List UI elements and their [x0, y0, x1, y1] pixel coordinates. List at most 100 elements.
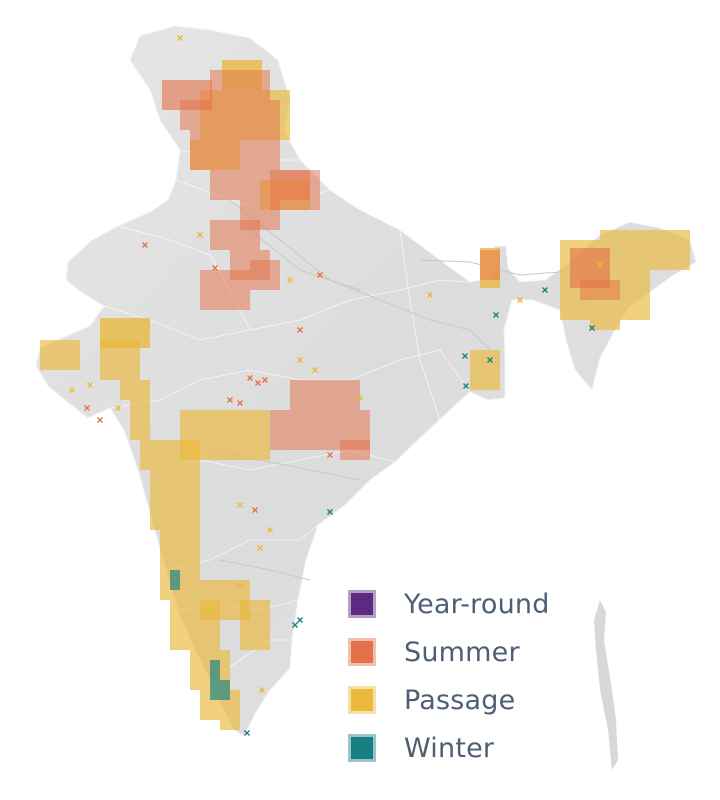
grid-cell	[600, 230, 610, 240]
grid-cell	[250, 80, 260, 90]
grid-cell	[200, 280, 210, 290]
grid-cell	[190, 610, 200, 620]
grid-cell	[190, 480, 200, 490]
grid-cell	[270, 280, 280, 290]
grid-cell	[350, 390, 360, 400]
grid-cell	[230, 120, 240, 130]
grid-cell	[230, 720, 240, 730]
grid-cell	[240, 640, 250, 650]
grid-cell	[610, 290, 620, 300]
record-x-icon	[247, 375, 253, 381]
grid-cell	[200, 450, 210, 460]
grid-cell	[680, 230, 690, 240]
grid-cell	[240, 580, 250, 590]
grid-cell	[640, 280, 650, 290]
record-x-icon	[267, 527, 273, 533]
grid-cell	[220, 440, 230, 450]
grid-cell	[202, 80, 212, 90]
grid-cell	[350, 380, 360, 390]
grid-cell	[240, 620, 250, 630]
grid-cell	[160, 560, 170, 570]
grid-cell	[200, 160, 210, 170]
grid-cell	[260, 280, 270, 290]
grid-cell	[260, 90, 270, 100]
grid-cell	[220, 610, 230, 620]
grid-cell	[220, 660, 230, 670]
grid-cell	[200, 130, 210, 140]
grid-cell	[260, 250, 270, 260]
grid-cell	[350, 400, 360, 410]
grid-cell	[180, 430, 190, 440]
grid-cell	[220, 90, 230, 100]
grid-cell	[170, 570, 180, 580]
grid-cell	[610, 320, 620, 330]
grid-cell	[290, 380, 300, 390]
legend-item-year-round: Year-round	[348, 580, 608, 628]
grid-cell	[280, 440, 290, 450]
grid-cell	[270, 90, 280, 100]
grid-cell	[230, 160, 240, 170]
grid-cell	[110, 360, 120, 370]
grid-cell	[190, 150, 200, 160]
record-x-icon	[542, 287, 548, 293]
grid-cell	[260, 210, 270, 220]
grid-cell	[190, 100, 200, 110]
grid-cell	[220, 680, 230, 690]
grid-cell	[160, 540, 170, 550]
grid-cell	[170, 580, 180, 590]
grid-cell	[230, 590, 240, 600]
grid-cell	[630, 290, 640, 300]
grid-cell	[600, 240, 610, 250]
grid-cell	[190, 460, 200, 470]
grid-cell	[580, 268, 590, 278]
grid-cell	[260, 430, 270, 440]
grid-cell	[250, 270, 260, 280]
grid-cell	[60, 360, 70, 370]
record-x-icon	[84, 405, 90, 411]
grid-cell	[220, 80, 230, 90]
grid-cell	[50, 350, 60, 360]
grid-cell	[210, 410, 220, 420]
grid-cell	[330, 400, 340, 410]
grid-cell	[70, 340, 80, 350]
grid-cell	[250, 200, 260, 210]
grid-cell	[480, 278, 490, 288]
grid-cell	[490, 380, 500, 390]
grid-cell	[240, 240, 250, 250]
record-x-icon	[327, 509, 333, 515]
grid-cell	[200, 430, 210, 440]
grid-cell	[210, 650, 220, 660]
grid-cell	[610, 240, 620, 250]
grid-cell	[150, 480, 160, 490]
grid-cell	[260, 610, 270, 620]
grid-cell	[240, 290, 250, 300]
grid-cell	[162, 100, 172, 110]
grid-cell	[130, 340, 140, 350]
grid-cell	[220, 160, 230, 170]
grid-cell	[490, 370, 500, 380]
grid-cell	[120, 340, 130, 350]
grid-cell	[600, 248, 610, 258]
grid-cell	[140, 338, 150, 348]
grid-cell	[680, 240, 690, 250]
grid-cell	[190, 560, 200, 570]
grid-cell	[220, 690, 230, 700]
grid-cell	[630, 250, 640, 260]
grid-cell	[250, 630, 260, 640]
grid-cell	[280, 100, 290, 110]
grid-cell	[190, 520, 200, 530]
grid-cell	[240, 270, 250, 280]
grid-cell	[172, 90, 182, 100]
grid-cell	[240, 120, 250, 130]
grid-cell	[242, 60, 252, 70]
grid-cell	[170, 530, 180, 540]
grid-cell	[310, 440, 320, 450]
record-x-icon	[357, 395, 363, 401]
grid-cell	[260, 450, 270, 460]
grid-cell	[320, 440, 330, 450]
record-x-icon	[252, 507, 258, 513]
grid-cell	[260, 140, 270, 150]
grid-cell	[180, 100, 190, 110]
grid-cell	[250, 150, 260, 160]
grid-cell	[162, 80, 172, 90]
